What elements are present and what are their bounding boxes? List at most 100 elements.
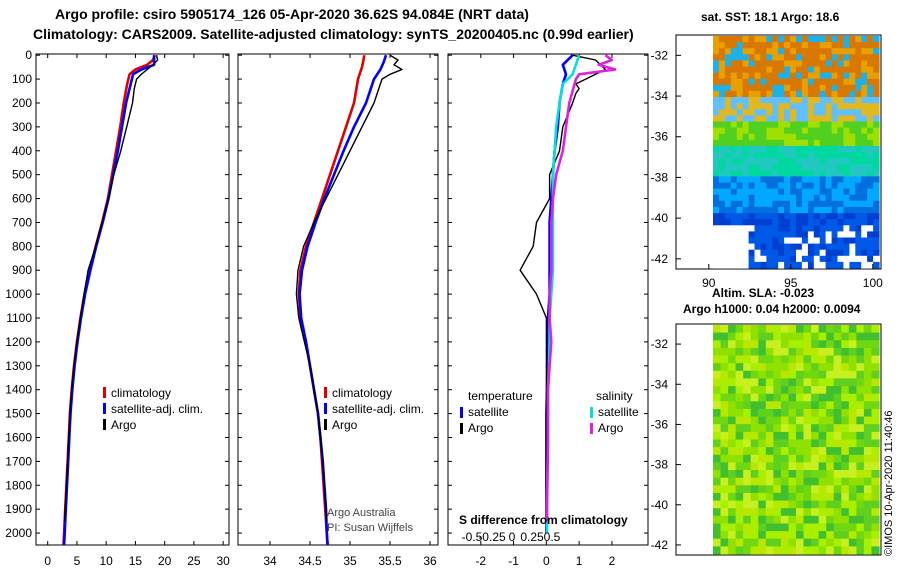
- sst-heatmap-cell: [778, 84, 785, 92]
- sst-heatmap-cell: [873, 182, 880, 190]
- sst-heatmap-cell: [849, 103, 856, 110]
- sst-heatmap-cell: [867, 139, 874, 147]
- sla-heatmap-cell: [743, 477, 752, 486]
- sst-heatmap-cell: [843, 54, 850, 61]
- sst-heatmap-cell: [790, 84, 797, 92]
- sst-ytick-label: -36: [651, 130, 669, 144]
- sst-heatmap-cell: [766, 213, 773, 220]
- sst-heatmap-cell: [807, 237, 815, 245]
- sst-heatmap-cell: [730, 164, 738, 171]
- sst-heatmap-cell: [843, 42, 850, 49]
- sst-heatmap-cell: [796, 127, 803, 135]
- sst-heatmap-cell: [849, 36, 856, 43]
- sla-heatmap-cell: [803, 439, 812, 448]
- sst-heatmap-cell: [766, 145, 773, 153]
- sst-heatmap-cell: [748, 133, 756, 141]
- sla-heatmap-cell: [780, 477, 789, 486]
- sst-heatmap-cell: [784, 164, 791, 171]
- sla-heatmap-cell: [773, 431, 782, 441]
- sla-heatmap-cell: [713, 378, 722, 387]
- sst-heatmap-cell: [718, 42, 726, 49]
- sst-heatmap-cell: [831, 42, 839, 49]
- sst-heatmap-cell: [748, 237, 756, 245]
- sla-heatmap-cell: [780, 370, 789, 379]
- sla-heatmap-cell: [788, 538, 797, 547]
- sla-heatmap-cell: [848, 409, 857, 418]
- sst-heatmap-cell: [801, 42, 809, 49]
- sla-heatmap-cell: [773, 508, 782, 517]
- sst-heatmap-cell: [819, 36, 827, 43]
- sla-heatmap-cell: [856, 439, 865, 448]
- sla-heatmap-cell: [863, 538, 872, 547]
- salinity-xtick-label: 34.5: [298, 554, 322, 568]
- sst-heatmap-cell: [867, 90, 874, 98]
- sst-heatmap-cell: [724, 152, 732, 159]
- sst-heatmap-cell: [873, 72, 880, 80]
- sla-heatmap-cell: [796, 340, 805, 349]
- sla-heatmap-cell: [773, 454, 782, 463]
- sst-heatmap-cell: [849, 60, 856, 68]
- sst-heatmap-cell: [855, 170, 862, 177]
- difference-top-xtick-label: -0.25: [478, 530, 506, 544]
- sla-heatmap-cell: [720, 386, 729, 395]
- sst-heatmap-cell: [849, 219, 856, 226]
- sla-heatmap-cell: [773, 485, 782, 494]
- sla-heatmap-cell: [780, 538, 789, 547]
- sst-heatmap-cell: [766, 66, 773, 74]
- sst-heatmap-cell: [754, 90, 761, 98]
- sst-heatmap-cell: [819, 164, 827, 171]
- sla-heatmap-cell: [856, 363, 865, 372]
- sst-heatmap-cell: [742, 48, 750, 55]
- sla-heatmap-cell: [750, 347, 759, 357]
- sst-heatmap-cell: [754, 72, 761, 80]
- sla-heatmap-cell: [871, 424, 880, 433]
- sst-heatmap-cell: [718, 133, 726, 141]
- sla-heatmap-cell: [743, 332, 752, 341]
- sst-heatmap-cell: [867, 219, 874, 226]
- sst-heatmap-cell: [742, 176, 750, 184]
- sla-heatmap-cell: [856, 409, 865, 418]
- sst-heatmap-cell: [843, 194, 850, 202]
- sst-heatmap-cell: [801, 188, 809, 196]
- sst-heatmap-cell: [790, 170, 797, 177]
- sst-heatmap-cell: [837, 42, 844, 49]
- sst-heatmap-cell: [825, 194, 833, 202]
- sla-heatmap-cell: [773, 531, 782, 540]
- sla-heatmap-cell: [758, 355, 767, 364]
- sla-heatmap-cell: [871, 447, 880, 456]
- sst-heatmap-cell: [718, 182, 726, 190]
- sst-heatmap-cell: [801, 255, 809, 263]
- depth-tick-label: 900: [12, 263, 32, 277]
- sst-heatmap-cell: [867, 145, 874, 153]
- sst-heatmap-cell: [831, 60, 839, 68]
- sst-heatmap-cell: [867, 84, 874, 92]
- sst-heatmap-cell: [813, 54, 821, 61]
- sla-heatmap-cell: [803, 485, 812, 494]
- sst-heatmap-cell: [784, 90, 791, 98]
- sla-heatmap-cell: [758, 523, 767, 532]
- sla-heatmap-cell: [735, 393, 744, 402]
- sla-heatmap-cell: [848, 347, 857, 357]
- sst-heatmap-cell: [819, 170, 827, 177]
- sla-heatmap-cell: [841, 347, 850, 357]
- sla-heatmap-cell: [803, 462, 812, 471]
- sst-heatmap-cell: [867, 78, 874, 86]
- sla-heatmap-cell: [811, 523, 820, 532]
- sla-heatmap-cell: [826, 363, 835, 372]
- sst-heatmap-cell: [742, 243, 750, 251]
- sst-heatmap-cell: [819, 139, 827, 147]
- sst-heatmap-cell: [807, 72, 815, 80]
- sst-heatmap-cell: [867, 158, 874, 165]
- sst-heatmap-cell: [730, 60, 738, 68]
- sst-heatmap-cell: [713, 145, 720, 153]
- sst-heatmap-cell: [760, 121, 767, 129]
- sst-heatmap-cell: [784, 54, 791, 61]
- sst-heatmap-cell: [825, 97, 833, 104]
- sla-heatmap-cell: [735, 416, 744, 425]
- sst-heatmap-cell: [772, 121, 779, 129]
- sst-heatmap-cell: [736, 225, 744, 232]
- sst-heatmap-cell: [778, 170, 785, 177]
- sst-heatmap-cell: [849, 121, 856, 129]
- sst-heatmap-cell: [736, 66, 744, 74]
